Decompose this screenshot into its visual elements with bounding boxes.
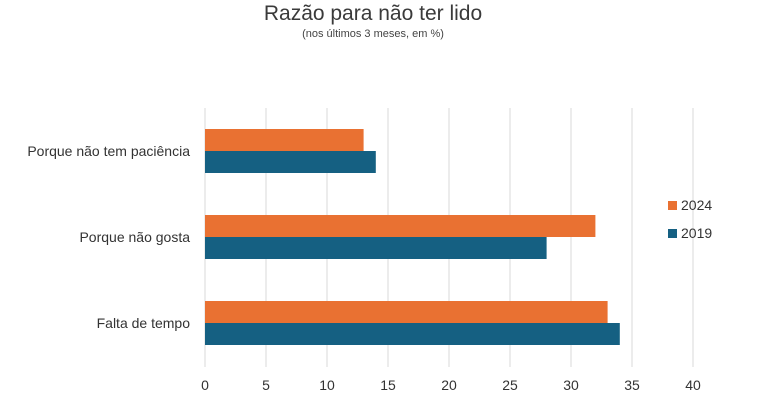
x-tick-20: 20 <box>441 377 457 393</box>
bars <box>205 129 620 345</box>
chart-subtitle: (nos últimos 3 meses, em %) <box>302 28 444 40</box>
legend-label-2019: 2019 <box>681 225 712 241</box>
legend: 2024 2019 <box>668 197 712 241</box>
legend-swatch-2024 <box>668 201 677 210</box>
x-tick-15: 15 <box>380 377 396 393</box>
x-tick-30: 30 <box>563 377 579 393</box>
legend-swatch-2019 <box>668 229 677 238</box>
category-label-2: Porque não gosta <box>79 229 190 245</box>
x-axis-tick-labels: 0 5 10 15 20 25 30 35 40 <box>201 377 701 393</box>
bar-2019-1 <box>205 151 376 173</box>
chart-title: Razão para não ter lido <box>264 2 482 25</box>
x-tick-0: 0 <box>201 377 209 393</box>
category-label-3: Falta de tempo <box>97 315 191 331</box>
x-tick-10: 10 <box>319 377 335 393</box>
x-tick-35: 35 <box>624 377 640 393</box>
bar-2024-2 <box>205 215 596 237</box>
category-label-1: Porque não tem paciência <box>27 143 190 159</box>
x-tick-40: 40 <box>685 377 701 393</box>
x-tick-25: 25 <box>502 377 518 393</box>
bar-2019-3 <box>205 323 620 345</box>
bar-2024-1 <box>205 129 364 151</box>
legend-label-2024: 2024 <box>681 197 712 213</box>
category-labels: Porque não tem paciência Porque não gosta… <box>27 143 190 331</box>
bar-2019-2 <box>205 237 547 259</box>
bar-2024-3 <box>205 301 608 323</box>
x-tick-5: 5 <box>262 377 270 393</box>
